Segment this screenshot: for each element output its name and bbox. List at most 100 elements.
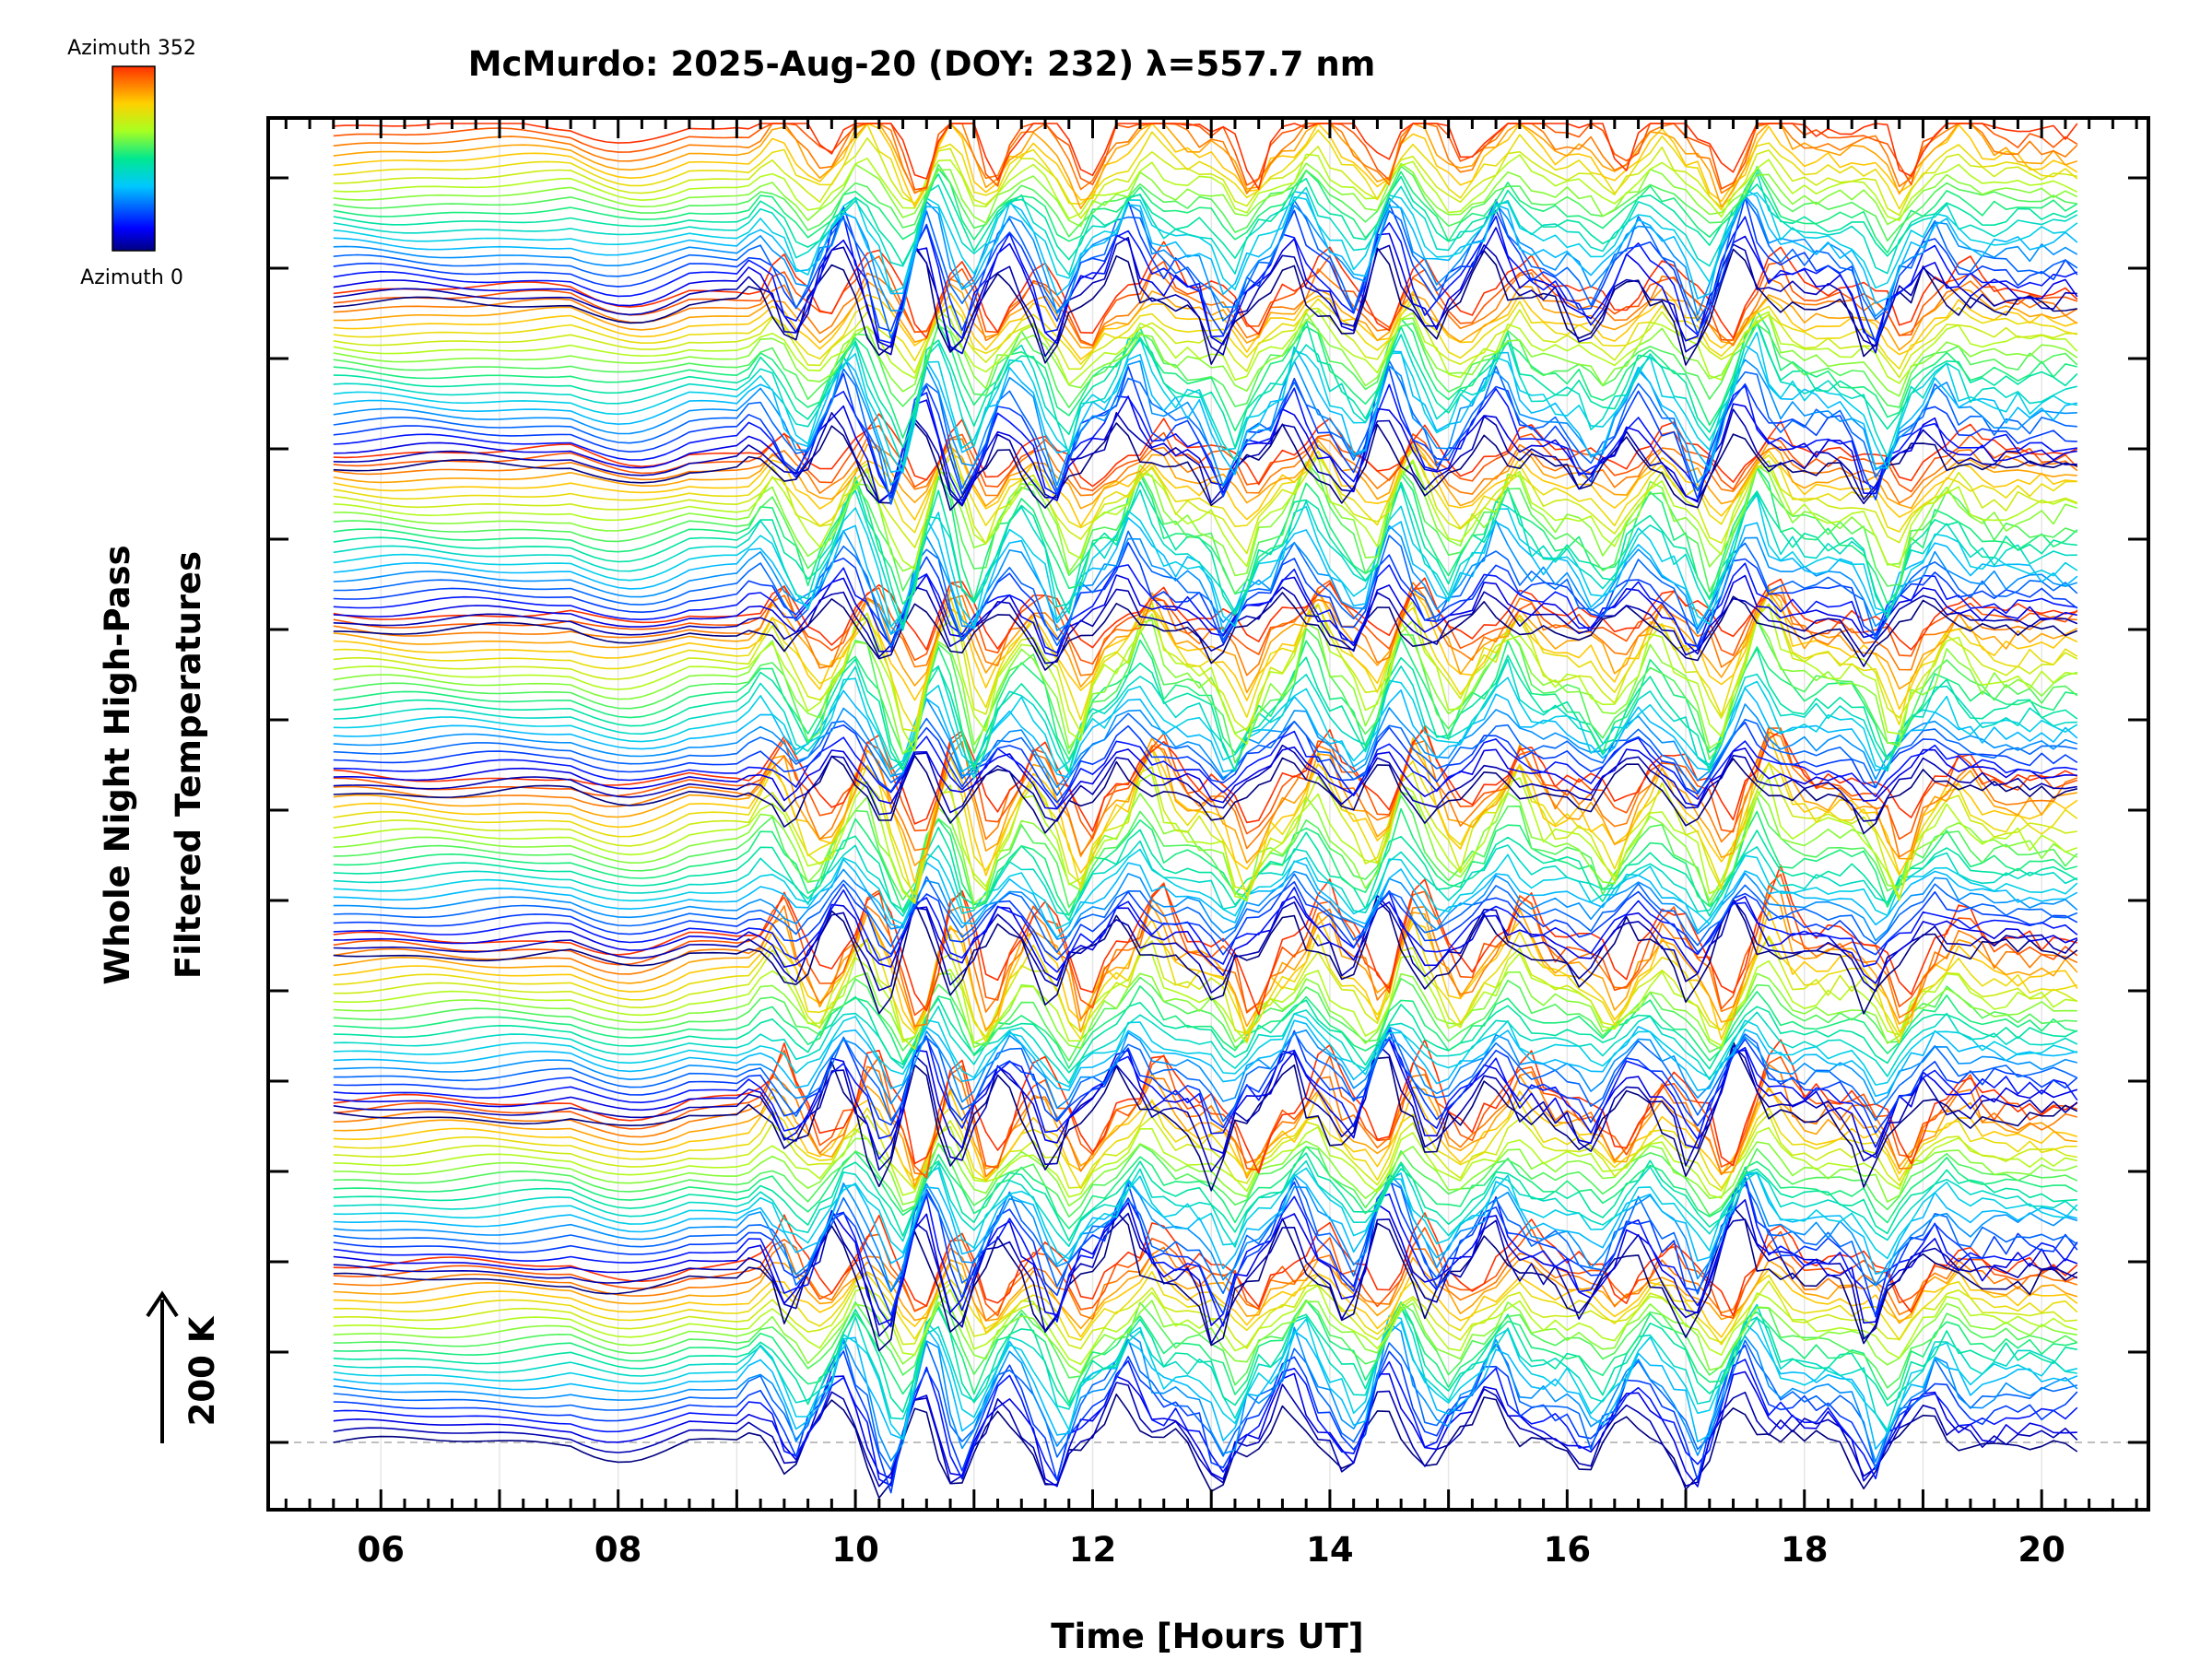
series-line-stack7-azimuth-151 [333, 320, 2077, 466]
tick-marks [268, 118, 2148, 1510]
series-line-stack7-azimuth-184 [333, 310, 2077, 439]
series-line-stack3-azimuth-184 [333, 985, 2077, 1069]
series-line-stack6-azimuth-151 [333, 484, 2077, 631]
series-line-stack1-azimuth-134 [333, 1314, 2077, 1440]
series-line-stack5-azimuth-151 [333, 658, 2077, 780]
series-line-stack8-azimuth-67 [333, 196, 2078, 344]
series-line-stack1-azimuth-34 [333, 1371, 2077, 1488]
series-line-stack1-azimuth-201 [333, 1299, 2078, 1389]
series-line-stack1-azimuth-101 [333, 1323, 2078, 1464]
colorbar-bottom-label: Azimuth 0 [80, 266, 183, 289]
series-line-stack2-azimuth-151 [333, 1159, 2078, 1248]
series-line-stack7-azimuth-201 [333, 319, 2078, 409]
series-line-stack5-azimuth-0 [333, 755, 2077, 835]
series-line-stack4-azimuth-151 [333, 840, 2078, 917]
series-line-stack8-azimuth-34 [333, 227, 2078, 355]
series-line-stack8-azimuth-17 [333, 236, 2077, 358]
series-line-stack6-azimuth-134 [333, 493, 2078, 628]
series-line-stack3-azimuth-168 [333, 995, 2078, 1074]
series-line-stack2-azimuth-235 [333, 1125, 2077, 1199]
series-line-stack5-azimuth-67 [333, 720, 2078, 804]
series-line-stack1-azimuth-184 [333, 1300, 2077, 1404]
series-line-stack6-azimuth-251 [333, 449, 2078, 555]
series-line-stack3-azimuth-151 [333, 1006, 2078, 1084]
series-line-stack2-azimuth-34 [333, 1199, 2078, 1326]
series-line-stack4-azimuth-235 [333, 772, 2078, 904]
series-line-stack2-azimuth-302 [333, 1073, 2077, 1187]
series-line-stack5-azimuth-184 [333, 636, 2077, 771]
series-line-stack2-azimuth-218 [333, 1137, 2078, 1207]
series-line-stack4-azimuth-0 [333, 898, 2078, 1015]
series-line-stack3-azimuth-117 [333, 1019, 2077, 1098]
series-line-stack8-azimuth-101 [333, 194, 2078, 317]
series-line-stack6-azimuth-218 [333, 461, 2078, 577]
series-line-stack8-azimuth-335 [333, 123, 2078, 191]
series-line-stack6-azimuth-352 [333, 413, 2078, 488]
series-line-stack1-azimuth-285 [333, 1263, 2078, 1338]
series-line-stack5-azimuth-285 [333, 586, 2078, 711]
series-line-stack3-azimuth-101 [333, 1030, 2078, 1109]
series-line-stack5-azimuth-302 [333, 588, 2078, 694]
series-line-stack7-azimuth-235 [333, 310, 2078, 386]
series-line-stack1-azimuth-84 [333, 1338, 2078, 1471]
x-tick-label: 10 [831, 1530, 879, 1570]
series-line-stack8-azimuth-285 [333, 123, 2078, 208]
x-tick-label: 20 [2018, 1530, 2065, 1570]
series-line-stack1-azimuth-0 [333, 1394, 2078, 1500]
series-line-stack7-azimuth-168 [333, 320, 2078, 449]
series-line-stack4-azimuth-50 [333, 887, 2078, 973]
series-line-stack2-azimuth-84 [333, 1176, 2078, 1295]
series-line-stack7-azimuth-34 [333, 395, 2077, 506]
series-line-stack6-azimuth-285 [333, 441, 2077, 527]
series-line-stack5-azimuth-84 [333, 712, 2077, 796]
series-line-stack6-azimuth-235 [333, 455, 2078, 571]
x-tick-labels: 06 08 10 12 14 16 18 20 [358, 1530, 2065, 1570]
series-line-stack2-azimuth-101 [333, 1166, 2078, 1292]
series-line-stack1-azimuth-168 [333, 1300, 2077, 1413]
series-line-stack7-azimuth-134 [333, 331, 2077, 474]
series-line-stack8-azimuth-251 [333, 137, 2077, 219]
series-line-stack4-azimuth-302 [333, 725, 2077, 866]
series-line-stack2-azimuth-352 [333, 1039, 2078, 1174]
y-axis-label-line1: Whole Night High-Pass [98, 545, 137, 984]
series-line-stack2-azimuth-67 [333, 1176, 2078, 1318]
series-line-stack6-azimuth-84 [333, 530, 2078, 648]
series-line-stack4-azimuth-117 [333, 858, 2078, 939]
series-line-stack6-azimuth-184 [333, 465, 2078, 606]
series-line-stack2-azimuth-134 [333, 1167, 2078, 1260]
series-line-stack6-azimuth-318 [333, 436, 2078, 504]
series-line-stack6-azimuth-17 [333, 586, 2078, 665]
series-line-stack5-azimuth-134 [333, 677, 2078, 772]
series-line-stack4-azimuth-17 [333, 894, 2078, 994]
series-line-stack6-azimuth-268 [333, 442, 2077, 534]
series-line-stack6-azimuth-168 [333, 479, 2077, 627]
series-line-stack2-azimuth-0 [333, 1206, 2078, 1352]
series-line-stack8-azimuth-168 [333, 173, 2078, 265]
series-line-stack7-azimuth-0 [333, 421, 2077, 512]
series-line-stack4-azimuth-352 [333, 727, 2078, 832]
series-line-stack3-azimuth-67 [333, 1029, 2078, 1134]
x-tick-label: 18 [1781, 1530, 1829, 1570]
series-line-stack8-azimuth-117 [333, 188, 2078, 304]
scale-label: 200 K [182, 1315, 222, 1426]
series-line-stack1-azimuth-302 [333, 1253, 2078, 1330]
colorbar [112, 65, 156, 252]
series-line-stack5-azimuth-268 [333, 591, 2078, 731]
series-line-stack5-azimuth-168 [333, 648, 2078, 773]
series-line-stack8-azimuth-0 [333, 246, 2077, 366]
series-line-stack1-azimuth-117 [333, 1321, 2078, 1450]
scale-arrow [146, 1290, 179, 1443]
series-line-stack8-azimuth-352 [333, 123, 2078, 190]
x-tick-label: 12 [1069, 1530, 1117, 1570]
series-line-stack7-azimuth-218 [333, 312, 2078, 397]
series-line-stack5-azimuth-201 [333, 618, 2078, 764]
series-line-stack2-azimuth-17 [333, 1212, 2078, 1345]
y-axis-label-line2: Filtered Temperatures [169, 551, 208, 979]
series-line-stack7-azimuth-268 [333, 296, 2077, 371]
series-line-stack2-azimuth-168 [333, 1152, 2077, 1241]
series-line-stack8-azimuth-302 [333, 123, 2078, 210]
x-axis-label: Time [Hours UT] [1051, 1617, 1363, 1656]
series-group [333, 123, 2078, 1500]
series-line-stack7-azimuth-50 [333, 383, 2077, 502]
series-line-stack6-azimuth-67 [333, 541, 2078, 650]
